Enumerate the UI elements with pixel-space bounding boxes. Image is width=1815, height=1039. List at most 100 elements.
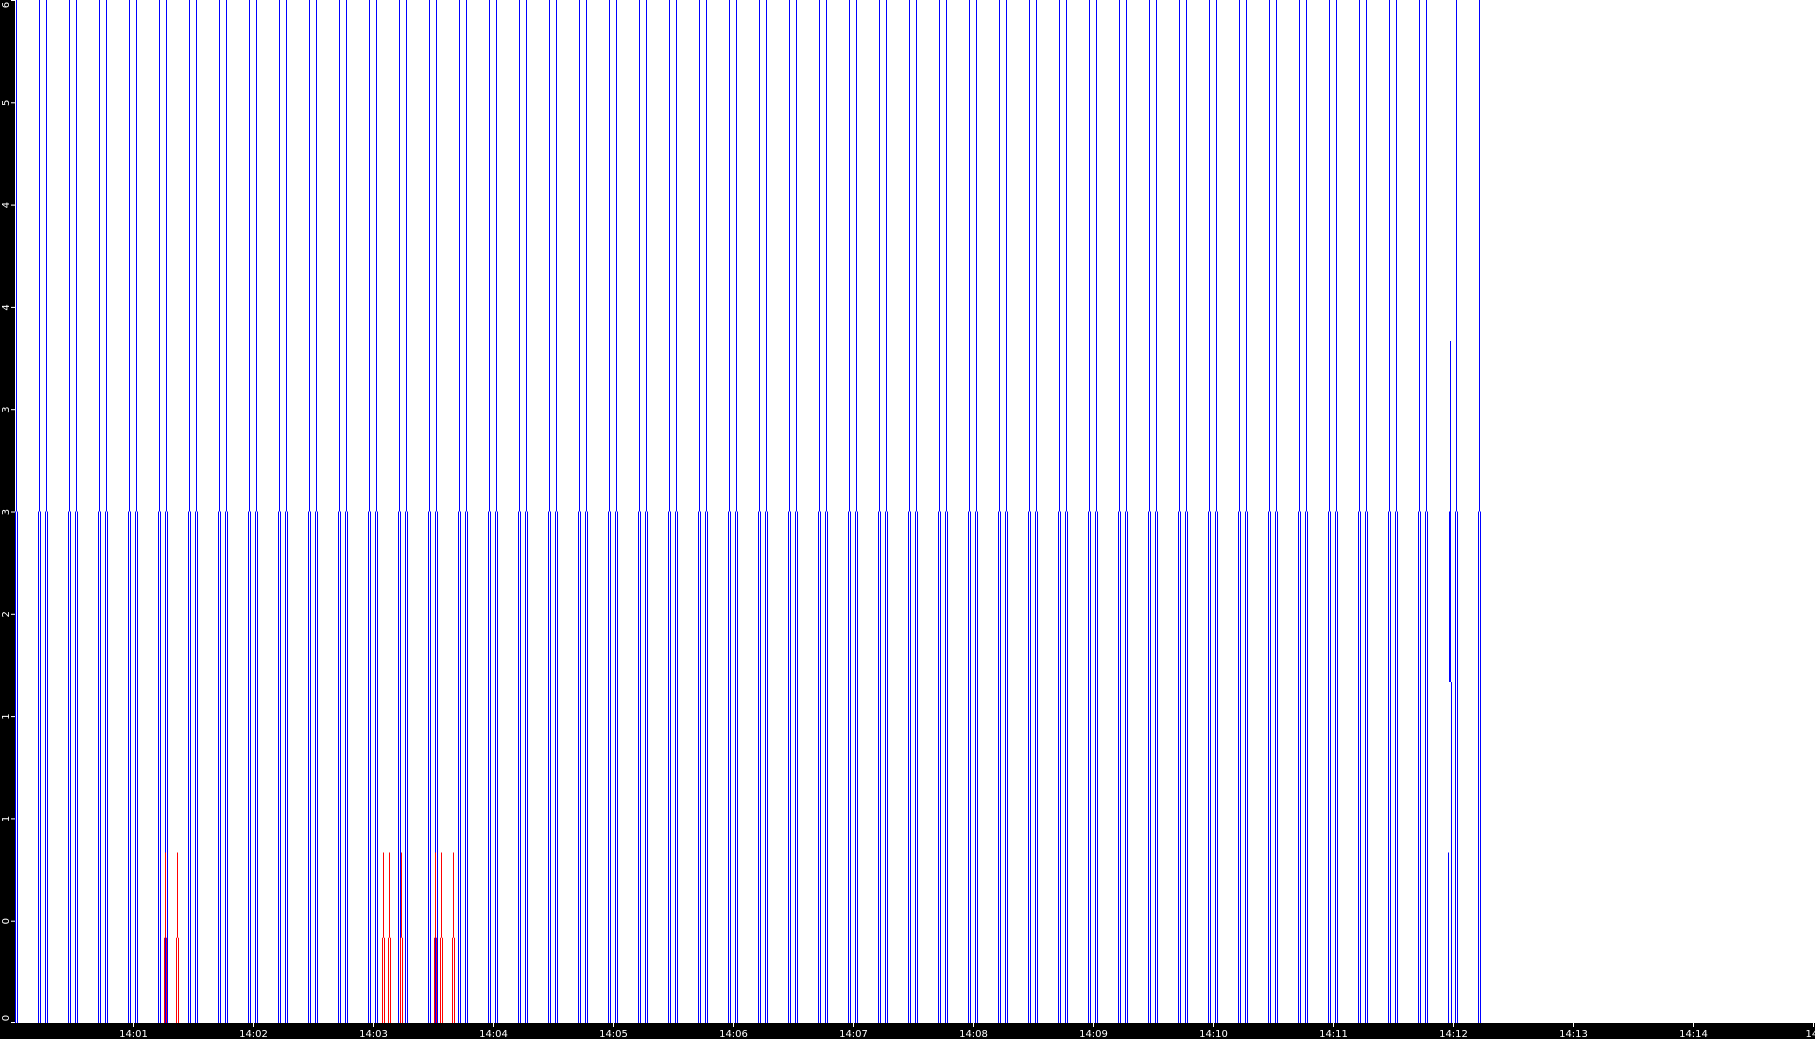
spike-mark (818, 0, 821, 1023)
spike-mark (164, 852, 167, 1023)
spike-mark (735, 0, 738, 1023)
spike-mark (578, 0, 581, 1023)
spike-mark (1478, 0, 1481, 1023)
x-tick-label: 14:07 (839, 1029, 868, 1039)
spike-mark (400, 852, 403, 1023)
x-tick-label: 14:10 (1199, 1029, 1228, 1039)
spike-mark (1215, 0, 1218, 1023)
spike-mark (1148, 0, 1151, 1023)
y-axis: 0 0 1 1 2 3 3 4 4 5 6 (1, 0, 15, 1023)
y-tick-label: 4 (1, 202, 12, 208)
spike-mark (998, 0, 1001, 1023)
spike-mark (878, 0, 881, 1023)
spike-mark (1155, 0, 1158, 1023)
y-tick-label: 3 (1, 407, 12, 413)
spike-mark (968, 0, 971, 1023)
spike-mark (638, 0, 641, 1023)
spike-mark (518, 0, 521, 1023)
spike-mark (848, 0, 851, 1023)
spike-mark (440, 852, 443, 1023)
spike-mark (1208, 0, 1211, 1023)
y-tick-label: 0 (1, 1015, 12, 1021)
spike-mark (525, 0, 528, 1023)
spike-mark (1095, 0, 1098, 1023)
x-tick-label: 14:02 (239, 1029, 268, 1039)
series-layer (15, 0, 1481, 1023)
spike-mark (285, 0, 288, 1023)
spike-mark (1035, 0, 1038, 1023)
spike-mark (1088, 0, 1091, 1023)
spike-mark (1275, 0, 1278, 1023)
x-tick-label: 14:11 (1319, 1029, 1348, 1039)
y-tick-label: 5 (1, 100, 12, 106)
spike-mark (452, 852, 455, 1023)
spike-mark (176, 852, 179, 1023)
spike-mark (585, 0, 588, 1023)
x-tick-label: 14:03 (359, 1029, 388, 1039)
spike-mark (105, 0, 108, 1023)
x-tick-label: 14:04 (479, 1029, 508, 1039)
spike-mark (465, 0, 468, 1023)
spike-mark (975, 0, 978, 1023)
spike-mark (388, 852, 391, 1023)
x-tick-label: 14:01 (119, 1029, 148, 1039)
spike-mark (1125, 0, 1128, 1023)
spike-mark (1328, 0, 1331, 1023)
spike-mark (218, 0, 221, 1023)
spike-mark (1268, 0, 1271, 1023)
spike-mark (728, 0, 731, 1023)
x-axis-band (0, 1023, 1815, 1039)
spike-mark (308, 0, 311, 1023)
spike-mark (1358, 0, 1361, 1023)
y-tick-label: 3 (1, 509, 12, 515)
spike-mark (788, 0, 791, 1023)
spike-mark (938, 0, 941, 1023)
spike-mark (434, 852, 437, 1023)
spike-mark (495, 0, 498, 1023)
y-tick-label: 1 (1, 816, 12, 822)
spike-mark (278, 0, 281, 1023)
spike-mark (1365, 0, 1368, 1023)
spike-mark (1395, 0, 1398, 1023)
x-tick-label: 14:06 (719, 1029, 748, 1039)
spike-mark (188, 0, 191, 1023)
spike-mark (255, 0, 258, 1023)
spike-mark (945, 0, 948, 1023)
x-tick-label: 14: (1805, 1029, 1815, 1039)
spike-mark (345, 0, 348, 1023)
spike-mark (1178, 0, 1181, 1023)
spike-mark (675, 0, 678, 1023)
spike-mark (428, 0, 431, 1023)
spike-mark (825, 0, 828, 1023)
spike-mark (555, 0, 558, 1023)
spike-mark (915, 0, 918, 1023)
x-tick-label: 14:05 (599, 1029, 628, 1039)
y-axis-band (0, 0, 15, 1039)
spike-mark (225, 0, 228, 1023)
spike-mark (405, 0, 408, 1023)
x-tick-label: 14:08 (959, 1029, 988, 1039)
spike-mark (765, 0, 768, 1023)
spike-mark (698, 0, 701, 1023)
y-tick-label: 4 (1, 304, 12, 310)
x-tick-label: 14:13 (1559, 1029, 1588, 1039)
spike-mark (885, 0, 888, 1023)
spike-mark (855, 0, 858, 1023)
spike-mark (315, 0, 318, 1023)
spike-mark (668, 0, 671, 1023)
spike-mark (1058, 0, 1061, 1023)
spike-mark (1455, 0, 1458, 1023)
spike-mark (1298, 0, 1301, 1023)
x-tick-label: 14:14 (1679, 1029, 1708, 1039)
spike-mark (548, 0, 551, 1023)
spike-mark (375, 0, 378, 1023)
spike-mark (1185, 0, 1188, 1023)
spike-mark (98, 0, 101, 1023)
spike-mark (45, 0, 48, 1023)
spike-mark (705, 0, 708, 1023)
spike-mark (1065, 0, 1068, 1023)
y-tick-label: 2 (1, 611, 12, 617)
spike-mark (1335, 0, 1338, 1023)
spike-mark (1388, 0, 1391, 1023)
